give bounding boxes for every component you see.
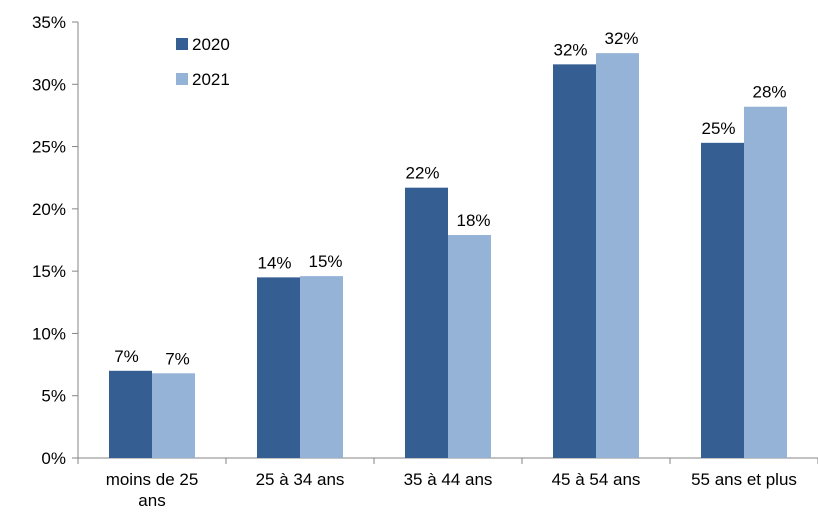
data-label-2021-0: 7% xyxy=(165,349,190,368)
x-tick-label: 55 ans et plus xyxy=(691,470,797,489)
legend-label-2020: 2020 xyxy=(192,35,230,54)
y-tick-label: 10% xyxy=(32,324,66,343)
y-tick-label: 25% xyxy=(32,138,66,157)
bars xyxy=(109,53,787,459)
data-label-2021-3: 32% xyxy=(604,29,638,48)
y-tick-label: 5% xyxy=(41,387,66,406)
legend-swatch-2020 xyxy=(176,38,188,50)
x-axis: moins de 25 ans 25 à 34 ans 35 à 44 ans 45 à… xyxy=(77,457,818,510)
bar-2020-1 xyxy=(257,277,300,458)
data-labels: 7% 14% 22% 32% 25% 7% 15% 18% 32% 28% xyxy=(114,29,786,368)
y-tick-label: 35% xyxy=(32,13,66,32)
x-tick-label: 35 à 44 ans xyxy=(404,470,493,489)
bar-2020-2 xyxy=(405,187,448,458)
data-label-2021-4: 28% xyxy=(752,83,786,102)
legend: 2020 2021 xyxy=(176,35,230,89)
y-tick-label: 15% xyxy=(32,262,66,281)
bar-2021-3 xyxy=(596,53,639,459)
y-tick-label: 20% xyxy=(32,200,66,219)
y-axis: 0% 5% 10% 15% 20% 25% 30% 35% xyxy=(32,13,79,468)
bar-2020-0 xyxy=(109,370,152,458)
x-tick-label: 45 à 54 ans xyxy=(552,470,641,489)
x-tick-label: 25 à 34 ans xyxy=(256,470,345,489)
y-tick-label: 0% xyxy=(41,449,66,468)
bar-2021-2 xyxy=(448,235,491,458)
data-label-2021-1: 15% xyxy=(308,252,342,271)
data-label-2020-1: 14% xyxy=(257,253,291,272)
data-label-2020-2: 22% xyxy=(405,164,439,183)
data-label-2020-4: 25% xyxy=(701,119,735,138)
x-tick-label: moins de 25 ans xyxy=(106,470,199,510)
legend-label-2021: 2021 xyxy=(192,70,230,89)
y-tick-label: 30% xyxy=(32,75,66,94)
data-label-2020-0: 7% xyxy=(114,347,139,366)
data-label-2021-2: 18% xyxy=(456,211,490,230)
bar-2021-4 xyxy=(744,106,787,459)
bar-2021-1 xyxy=(300,276,343,458)
bar-2021-0 xyxy=(152,373,195,458)
bar-2020-4 xyxy=(701,142,744,458)
data-label-2020-3: 32% xyxy=(553,40,587,59)
legend-swatch-2021 xyxy=(176,73,188,85)
bar-2020-3 xyxy=(553,64,596,459)
